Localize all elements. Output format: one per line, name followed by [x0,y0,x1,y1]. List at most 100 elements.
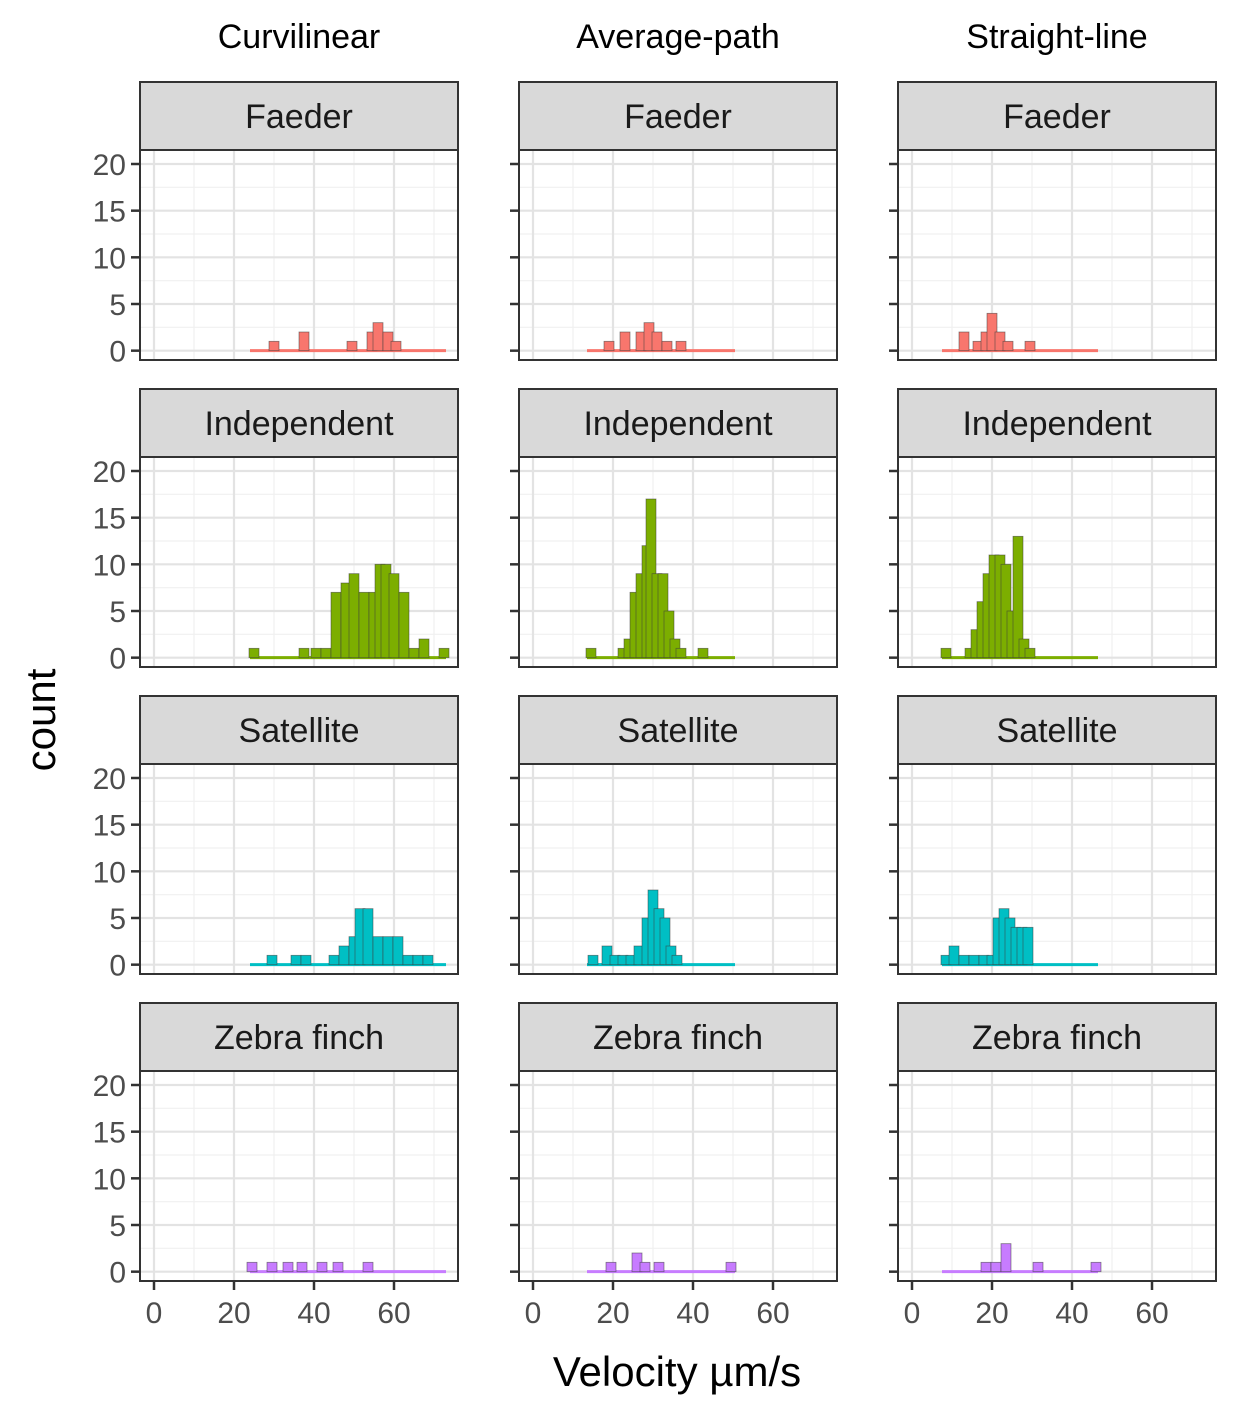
panel-satellite-average-path: Satellite [510,695,838,975]
histogram-bar [1022,926,1034,966]
panel-border [897,1070,1217,1282]
panel-zebra-finch-average-path: Zebra finch 0 20 40 60 [510,1002,838,1330]
histogram-bar [392,936,404,966]
panel-zebra-finch-curvilinear: Zebra finch 0 5 10 15 20 0 20 40 60 [93,1002,459,1330]
y-tick-label: 0 [109,336,126,369]
x-tick-label: 20 [596,1297,629,1330]
panel-border [897,149,1217,361]
y-tick-label: 20 [93,149,126,182]
x-tick-label: 40 [1055,1297,1088,1330]
y-tick-label: 5 [109,1210,126,1243]
histogram-bar [332,1261,344,1273]
histogram-bar [348,573,360,659]
panel-border [139,149,459,361]
histogram-bar [296,1261,308,1273]
x-tick-label: 0 [904,1297,921,1330]
histogram-bar [346,340,358,352]
histogram-bar [268,340,280,352]
histogram-bar [663,610,675,659]
strip-background [897,1002,1217,1072]
histogram-bar [697,647,709,659]
column-title-straight-line: Straight-line [966,18,1147,56]
strip-label-independent: Independent [204,405,394,443]
column-title-curvilinear: Curvilinear [218,18,381,56]
histogram-bar [1012,535,1024,659]
histogram-bar [619,331,631,352]
x-tick-label: 0 [146,1297,163,1330]
histogram-bar [328,954,340,966]
panel-satellite-curvilinear: Satellite 0 5 10 15 20 [93,695,459,983]
histogram-bar [372,936,384,966]
strip-label-independent: Independent [962,405,1152,443]
histogram-bar [671,954,683,966]
histogram-bar [382,936,394,966]
panel-faeder-curvilinear: Faeder 0 5 10 15 20 [93,81,459,369]
x-tick-label: 40 [297,1297,330,1330]
histogram-bar [1090,1261,1102,1273]
histogram-bar [412,954,424,966]
strip-label-zebra-finch: Zebra finch [593,1019,763,1057]
column-titles: Curvilinear Average-path Straight-line [218,18,1148,56]
histogram-bar [298,331,310,352]
histogram-bar [948,945,960,966]
strip-background [897,388,1217,458]
histogram-bar [659,917,671,966]
histogram-bar [316,1261,328,1273]
facet-panels: Faeder 0 5 10 15 20 Faeder Faeder Independent 0 5 1… [93,81,1217,1330]
y-tick-label: 0 [109,950,126,983]
histogram-bar [298,647,310,659]
histogram-bar [1000,1243,1012,1273]
histogram-bar [266,954,278,966]
panel-background [519,457,837,667]
histogram-bar [372,322,384,352]
histogram-bar [1024,340,1036,352]
histogram-bar [358,591,370,659]
histogram-bar [675,647,687,659]
histogram-bar [653,1261,665,1273]
y-tick-label: 20 [93,1070,126,1103]
histogram-bar [639,1261,651,1273]
histogram-bar [290,954,302,966]
x-tick-label: 60 [377,1297,410,1330]
x-tick-label: 20 [217,1297,250,1330]
panel-faeder-straight-line: Faeder [889,81,1217,361]
panel-independent-curvilinear: Independent 0 5 10 15 20 [93,388,459,676]
histogram-bar [266,1261,278,1273]
histogram-bar [388,573,400,659]
y-tick-label: 10 [93,549,126,582]
strip-label-faeder: Faeder [1003,98,1111,136]
y-tick-label: 0 [109,1257,126,1290]
histogram-bar [940,647,952,659]
histogram-bar [587,954,599,966]
panel-border [139,763,459,975]
histogram-bar [408,647,420,659]
panel-background [898,1071,1216,1281]
histogram-bar [651,331,663,352]
histogram-bar [422,954,434,966]
y-tick-label: 0 [109,643,126,676]
panel-background [140,150,458,360]
y-tick-label: 20 [93,763,126,796]
histogram-bar [1032,1261,1044,1273]
panel-independent-average-path: Independent [510,388,838,668]
strip-label-faeder: Faeder [624,98,732,136]
y-tick-label: 15 [93,503,126,536]
strip-background [518,1002,838,1072]
y-tick-label: 15 [93,196,126,229]
histogram-bar [958,331,970,352]
strip-background [139,81,459,151]
panel-background [519,150,837,360]
panel-border [518,456,838,668]
histogram-bar [418,638,430,659]
panel-faeder-average-path: Faeder [510,81,838,361]
histogram-bar [725,1261,737,1273]
x-tick-label: 0 [525,1297,542,1330]
strip-label-faeder: Faeder [245,98,353,136]
histogram-bar [398,591,410,659]
histogram-bar [958,954,970,966]
y-tick-label: 15 [93,1117,126,1150]
y-tick-label: 5 [109,596,126,629]
histogram-bar [362,908,374,966]
panel-background [519,764,837,974]
panel-border [518,149,838,361]
